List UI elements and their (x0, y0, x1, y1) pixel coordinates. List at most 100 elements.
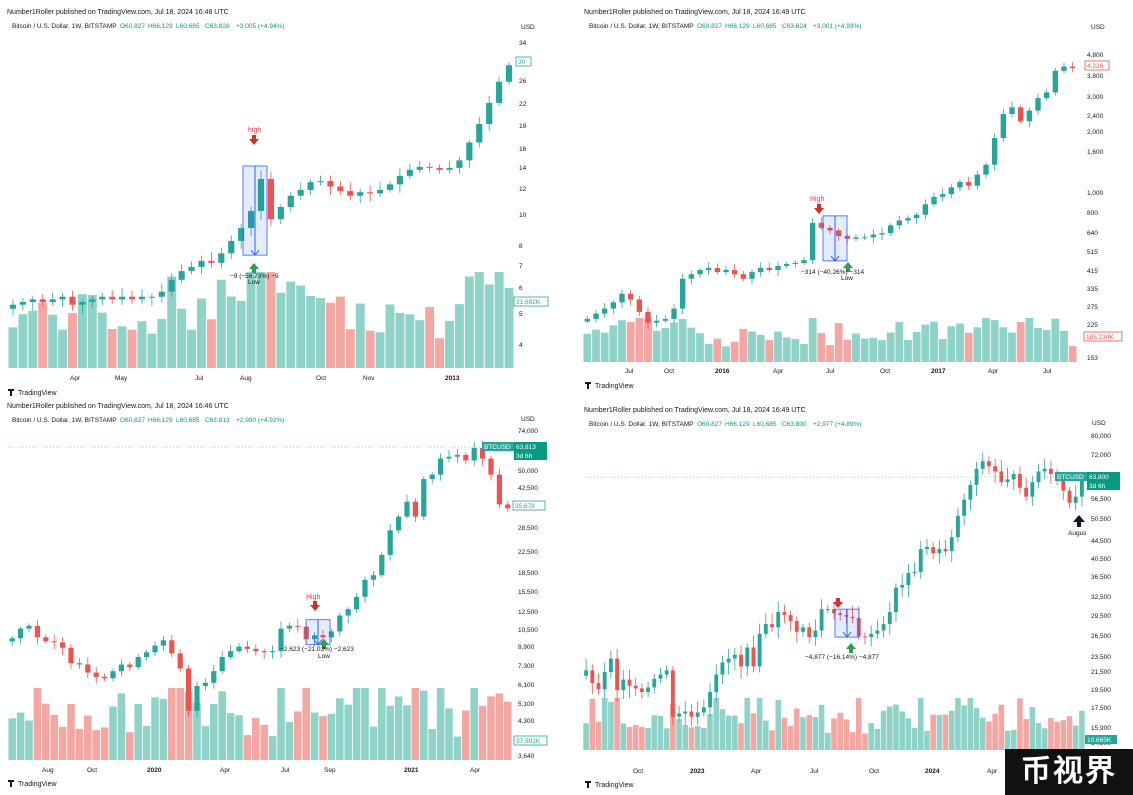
symbol-row: Bitcoin / U.S. Dollar, 1W, BITSTAMP O60,… (12, 417, 284, 424)
price-tick: 21,500 (1091, 669, 1111, 676)
candle-body (311, 635, 318, 640)
price-axis[interactable]: 4,800 3,800 3,000 2,400 2,000 1,600 1,00… (1087, 52, 1104, 362)
candle-body (1042, 468, 1047, 472)
volume-bar (744, 698, 751, 750)
chart-panel-4[interactable]: Number1Roller published on TradingView.c… (577, 398, 1133, 795)
candle-body (900, 585, 905, 588)
volume-bar (1029, 707, 1036, 750)
candle-body (160, 640, 167, 646)
volume-bar (375, 332, 385, 368)
volume-bar (713, 338, 722, 362)
candle-body (1018, 474, 1022, 488)
price-tick: 26 (519, 78, 527, 85)
candle-body (143, 652, 150, 657)
volume-bar (50, 714, 58, 760)
volume-bar (445, 708, 453, 760)
volume-tag-text: 37.901K (516, 738, 541, 745)
candle-body (1035, 98, 1041, 111)
candle-body (17, 628, 24, 639)
volume-bar (794, 708, 800, 750)
tradingview-logo[interactable]: TradingView (585, 781, 634, 789)
price-tick: 5,100 (518, 701, 535, 708)
price-axis[interactable]: 74,000 50,000 42,500 28,500 22,500 18,50… (518, 428, 538, 760)
price-tick: 15,500 (518, 589, 538, 596)
price-tick: 1,000 (1087, 190, 1104, 197)
up-arrow-icon (1073, 515, 1085, 527)
time-axis[interactable]: Aug Oct 2020 Apr Jul Sep 2021 Apr (42, 767, 481, 774)
candle-body (357, 192, 364, 196)
volume-bar (395, 312, 405, 368)
candle-body (948, 187, 955, 195)
volume-bar (967, 698, 974, 750)
volume-bar (852, 333, 860, 362)
candle-body (646, 687, 650, 693)
time-axis[interactable]: Apr May Jul Aug Oct Nov 2013 (70, 375, 460, 382)
price-tick: 335 (1087, 286, 1098, 293)
ticker-tag-text: BTCUSD (484, 444, 511, 451)
volume-bar (955, 698, 961, 750)
volume-bar (1004, 730, 1011, 750)
chart-panel-1[interactable]: Number1Roller published on TradingView.c… (0, 0, 560, 398)
volume-bar (961, 705, 967, 750)
time-axis[interactable]: Jul Oct 2016 Apr Jul Oct 2017 Apr Jul (625, 368, 1052, 375)
candle-body (732, 654, 737, 659)
low-annotation: Low (318, 639, 330, 660)
volume-bar (216, 279, 226, 368)
price-tick: 6,100 (518, 682, 535, 689)
candle-body (295, 625, 301, 627)
candle-body (218, 253, 225, 263)
candle-body (949, 537, 954, 552)
candle-body (720, 662, 725, 675)
price-tick: 8 (519, 243, 523, 250)
candle-body (887, 225, 894, 234)
price-tick: 12,500 (518, 609, 538, 616)
volume-bar (912, 331, 921, 362)
tradingview-logo[interactable]: TradingView (8, 389, 57, 397)
volume-bar (306, 296, 316, 368)
time-tick: Jul (810, 768, 819, 775)
ohlc-low: L60,685 (753, 421, 777, 428)
candle-body (446, 456, 452, 459)
candle-body (825, 609, 830, 611)
volume-bar (600, 332, 609, 362)
tradingview-logo[interactable]: TradingView (8, 780, 57, 788)
volume-bar (663, 728, 670, 750)
candle-body (1073, 496, 1078, 503)
chart-panel-2[interactable]: Number1Roller published on TradingView.c… (577, 0, 1133, 398)
candle-body (801, 260, 807, 263)
tradingview-logo[interactable]: TradingView (585, 382, 634, 390)
up-arrow-icon (249, 263, 259, 273)
price-tick: 275 (1087, 304, 1098, 311)
volume-bar (601, 698, 608, 750)
candle-body (714, 267, 721, 273)
price-tick: 22 (519, 101, 527, 108)
candle-body (1011, 474, 1016, 480)
volume-bar (420, 690, 428, 760)
volume-bar (748, 331, 756, 362)
time-axis[interactable]: Oct 2023 Apr Jul Oct 2024 Apr (633, 768, 998, 775)
candle-body (362, 579, 368, 597)
candle-body (178, 271, 185, 280)
volume-bar (335, 296, 345, 368)
high-label: High (810, 196, 825, 203)
volume-bar (268, 736, 277, 760)
candles-layer (583, 62, 1077, 362)
volume-bar (206, 319, 216, 368)
time-tick: 2016 (715, 368, 730, 375)
time-tick: 2020 (147, 767, 162, 774)
volume-bar (470, 688, 478, 760)
volume-bar (739, 328, 748, 362)
candle-body (670, 670, 675, 717)
volume-bar (670, 703, 676, 750)
volume-bar (260, 724, 268, 760)
time-tick: Jul (281, 767, 290, 774)
volume-bar (990, 320, 999, 362)
price-tick: 14 (519, 165, 527, 172)
candle-body (788, 614, 793, 622)
candle-body (931, 196, 937, 205)
time-tick: Oct (316, 375, 326, 382)
chart-panel-3[interactable]: Number1Roller published on TradingView.c… (0, 398, 560, 795)
price-tick: 7,300 (518, 663, 535, 670)
candle-body (43, 637, 49, 642)
volume-bar (151, 697, 159, 760)
